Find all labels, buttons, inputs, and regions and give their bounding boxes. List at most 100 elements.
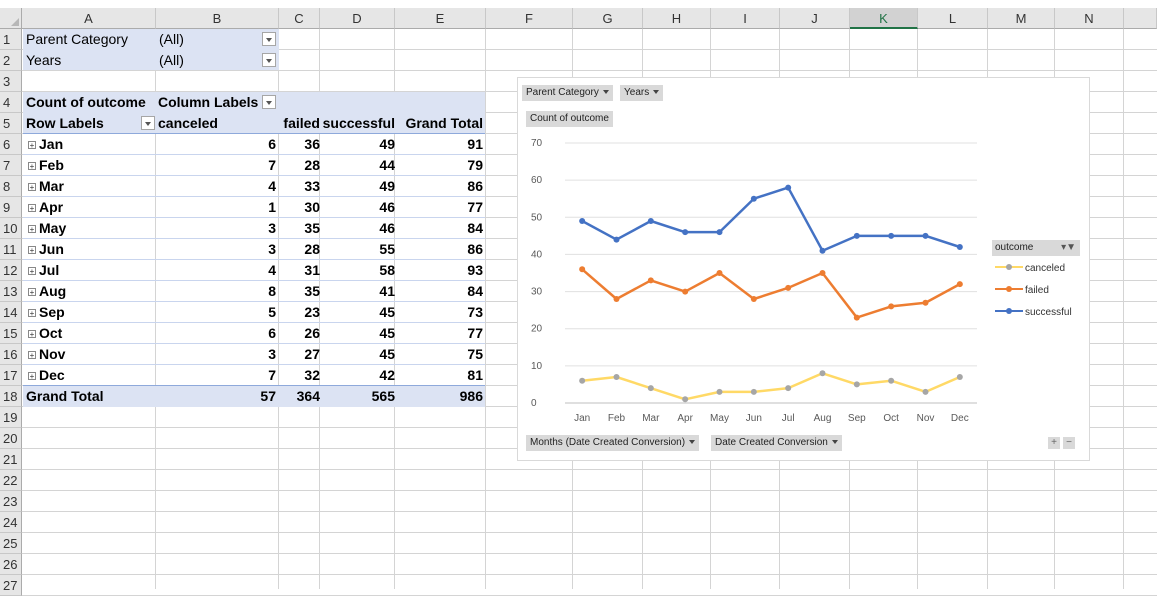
data-point-failed[interactable] xyxy=(956,281,963,288)
pivot-cell[interactable]: 46 xyxy=(379,220,395,236)
row-label-apr[interactable]: + Apr xyxy=(28,197,63,217)
pivot-cell[interactable]: 45 xyxy=(379,325,395,341)
data-point-successful[interactable] xyxy=(956,244,963,250)
pivot-cell[interactable]: 32 xyxy=(304,367,320,383)
data-point-failed[interactable] xyxy=(853,314,860,321)
chart-axis-field-months[interactable]: Months (Date Created Conversion) xyxy=(526,435,700,451)
pivot-cell[interactable]: 5 xyxy=(268,304,276,320)
expand-icon[interactable]: + xyxy=(28,141,36,150)
row-label-feb[interactable]: + Feb xyxy=(28,155,64,175)
chart-filter-parent-category[interactable]: Parent Category xyxy=(522,85,613,101)
pivot-cell[interactable]: 28 xyxy=(304,157,320,173)
row-header-18[interactable]: 18 xyxy=(0,386,22,407)
pivot-cell[interactable]: 49 xyxy=(379,136,395,152)
filter-dropdown-parent-category[interactable] xyxy=(262,32,276,46)
data-point-canceled[interactable] xyxy=(922,388,929,395)
pivot-cell[interactable]: 3 xyxy=(268,241,276,257)
pivot-cell[interactable]: 77 xyxy=(467,325,483,341)
data-point-successful[interactable] xyxy=(716,229,723,236)
pivot-cell[interactable]: 73 xyxy=(467,304,483,320)
row-header-5[interactable]: 5 xyxy=(0,113,22,134)
data-point-successful[interactable] xyxy=(922,232,929,239)
pivot-cell[interactable]: 42 xyxy=(379,367,395,383)
data-point-failed[interactable] xyxy=(922,299,929,306)
data-point-successful[interactable] xyxy=(750,195,757,202)
data-point-canceled[interactable] xyxy=(750,388,757,395)
series-line-successful[interactable] xyxy=(581,186,961,252)
row-header-23[interactable]: 23 xyxy=(0,491,22,512)
data-point-failed[interactable] xyxy=(750,296,757,302)
pivot-cell[interactable]: 8 xyxy=(268,283,276,299)
column-header-g[interactable]: G xyxy=(573,8,643,29)
expand-icon[interactable]: + xyxy=(28,309,36,318)
data-point-successful[interactable] xyxy=(613,236,620,243)
pivot-cell[interactable]: 27 xyxy=(304,346,320,362)
pivot-cell[interactable]: 41 xyxy=(379,283,395,299)
row-header-20[interactable]: 20 xyxy=(0,428,22,449)
pivot-cell[interactable]: 86 xyxy=(467,241,483,257)
row-label-jan[interactable]: + Jan xyxy=(28,134,63,154)
row-header-17[interactable]: 17 xyxy=(0,365,22,386)
row-header-10[interactable]: 10 xyxy=(0,218,22,239)
legend-item-failed[interactable]: failed xyxy=(995,284,1049,296)
expand-icon[interactable]: + xyxy=(28,330,36,339)
row-header-9[interactable]: 9 xyxy=(0,197,22,218)
row-header-7[interactable]: 7 xyxy=(0,155,22,176)
row-label-jul[interactable]: + Jul xyxy=(28,260,59,280)
data-point-canceled[interactable] xyxy=(956,374,963,380)
column-header-c[interactable]: C xyxy=(279,8,320,29)
data-point-successful[interactable] xyxy=(682,229,689,236)
row-label-dec[interactable]: + Dec xyxy=(28,365,65,385)
select-all-corner[interactable] xyxy=(0,8,22,29)
row-label-nov[interactable]: + Nov xyxy=(28,344,65,364)
row-header-26[interactable]: 26 xyxy=(0,554,22,575)
pivot-cell[interactable]: 58 xyxy=(379,262,395,278)
data-point-failed[interactable] xyxy=(682,288,689,295)
pivot-cell[interactable]: 3 xyxy=(268,220,276,236)
expand-icon[interactable]: + xyxy=(28,372,36,381)
data-point-canceled[interactable] xyxy=(647,385,654,392)
legend-item-canceled[interactable]: canceled xyxy=(995,262,1065,274)
row-header-11[interactable]: 11 xyxy=(0,239,22,260)
expand-icon[interactable]: + xyxy=(28,246,36,255)
data-point-failed[interactable] xyxy=(716,270,723,276)
expand-icon[interactable]: + xyxy=(28,267,36,276)
pivot-cell[interactable]: 28 xyxy=(304,241,320,257)
column-header-l[interactable]: L xyxy=(918,8,988,29)
row-header-14[interactable]: 14 xyxy=(0,302,22,323)
column-labels-filter-icon[interactable] xyxy=(262,95,276,109)
row-header-15[interactable]: 15 xyxy=(0,323,22,344)
pivot-cell[interactable]: 75 xyxy=(467,346,483,362)
pivot-cell[interactable]: 77 xyxy=(467,199,483,215)
column-header-e[interactable]: E xyxy=(395,8,486,29)
data-point-canceled[interactable] xyxy=(888,377,895,384)
column-header-h[interactable]: H xyxy=(643,8,711,29)
pivot-cell[interactable]: 35 xyxy=(304,283,320,299)
data-point-successful[interactable] xyxy=(785,184,792,191)
column-header-j[interactable]: J xyxy=(780,8,850,29)
pivot-cell[interactable]: 81 xyxy=(467,367,483,383)
pivot-cell[interactable]: 45 xyxy=(379,346,395,362)
row-label-oct[interactable]: + Oct xyxy=(28,323,62,343)
legend-filter-icon[interactable]: ▾▼ xyxy=(1061,242,1076,253)
data-point-successful[interactable] xyxy=(647,218,654,224)
data-point-canceled[interactable] xyxy=(853,381,860,388)
pivot-cell[interactable]: 1 xyxy=(268,199,276,215)
pivot-cell[interactable]: 44 xyxy=(379,157,395,173)
pivot-cell[interactable]: 26 xyxy=(304,325,320,341)
pivot-cell[interactable]: 6 xyxy=(268,325,276,341)
data-point-failed[interactable] xyxy=(647,277,654,284)
data-point-canceled[interactable] xyxy=(579,377,586,384)
row-header-6[interactable]: 6 xyxy=(0,134,22,155)
column-header-d[interactable]: D xyxy=(320,8,395,29)
data-point-failed[interactable] xyxy=(785,284,792,291)
data-point-failed[interactable] xyxy=(888,303,895,310)
pivot-cell[interactable]: 49 xyxy=(379,178,395,194)
column-header-b[interactable]: B xyxy=(156,8,279,29)
row-header-25[interactable]: 25 xyxy=(0,533,22,554)
pivot-cell[interactable]: 31 xyxy=(304,262,320,278)
pivot-cell[interactable]: 36 xyxy=(304,136,320,152)
data-point-successful[interactable] xyxy=(853,232,860,239)
row-header-16[interactable]: 16 xyxy=(0,344,22,365)
